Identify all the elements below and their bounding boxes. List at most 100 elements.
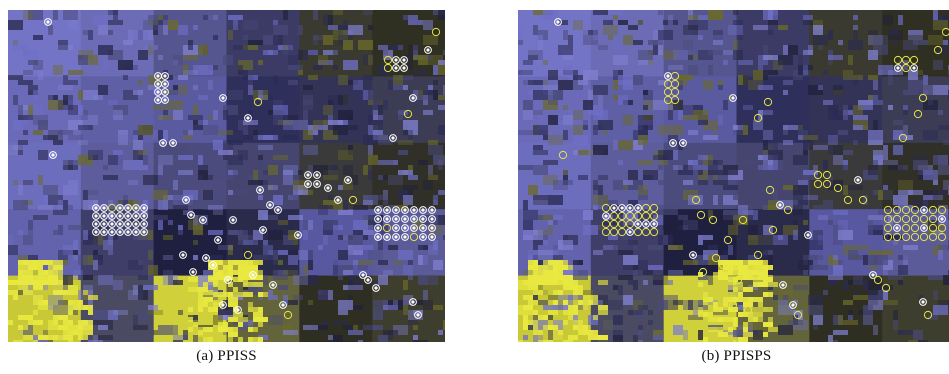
- point-marker: [763, 97, 773, 107]
- point-marker: [758, 270, 768, 280]
- point-marker: [626, 204, 634, 212]
- point-marker: [933, 45, 943, 55]
- point-marker: [854, 176, 862, 184]
- point-marker: [124, 212, 132, 220]
- point-marker: [224, 276, 232, 284]
- point-marker: [718, 260, 728, 270]
- point-marker: [419, 215, 427, 223]
- point-marker: [937, 205, 947, 215]
- point-marker: [313, 171, 321, 179]
- point-marker: [279, 301, 287, 309]
- point-marker: [209, 261, 217, 269]
- point-marker: [650, 220, 658, 228]
- point-marker: [602, 212, 610, 220]
- point-marker: [670, 79, 680, 89]
- point-marker: [617, 227, 627, 237]
- point-marker: [937, 232, 947, 242]
- point-marker: [601, 219, 611, 229]
- point-marker: [649, 211, 659, 221]
- point-marker: [294, 231, 302, 239]
- point-marker: [409, 298, 417, 306]
- point-marker: [920, 224, 928, 232]
- point-marker: [728, 300, 738, 310]
- point-marker: [244, 114, 252, 122]
- point-marker: [92, 220, 100, 228]
- point-marker: [610, 204, 618, 212]
- point-marker: [901, 55, 911, 65]
- point-marker: [679, 139, 687, 147]
- point-marker: [132, 204, 140, 212]
- point-marker: [941, 27, 949, 37]
- point-marker: [909, 55, 919, 65]
- point-marker: [617, 211, 627, 221]
- point-marker: [116, 212, 124, 220]
- point-marker: [641, 227, 651, 237]
- point-marker: [161, 80, 169, 88]
- point-marker: [918, 93, 928, 103]
- ppisps-point-map: [518, 10, 949, 342]
- point-marker: [765, 185, 775, 195]
- point-marker: [428, 215, 436, 223]
- point-marker: [124, 228, 132, 236]
- point-marker: [641, 203, 651, 213]
- point-marker: [140, 220, 148, 228]
- point-marker: [881, 283, 891, 293]
- point-marker: [649, 227, 659, 237]
- point-marker: [124, 204, 132, 212]
- point-marker: [169, 139, 177, 147]
- point-marker: [910, 214, 920, 224]
- point-marker: [913, 109, 923, 119]
- point-marker: [634, 220, 642, 228]
- point-marker: [822, 170, 832, 180]
- caption-ppisps: (b) PPISPS: [701, 348, 772, 364]
- point-marker: [609, 219, 619, 229]
- caption-ppiss: (a) PPISS: [196, 348, 257, 364]
- point-marker: [132, 228, 140, 236]
- point-marker: [392, 224, 400, 232]
- point-marker: [49, 151, 57, 159]
- point-marker: [733, 275, 743, 285]
- point-marker: [100, 228, 108, 236]
- point-marker: [669, 139, 677, 147]
- point-marker: [910, 205, 920, 215]
- point-marker: [609, 211, 619, 221]
- point-marker: [161, 96, 169, 104]
- point-marker: [670, 71, 680, 81]
- point-marker: [107, 203, 117, 213]
- point-marker: [348, 195, 358, 205]
- point-marker: [928, 214, 938, 224]
- point-marker: [374, 215, 382, 223]
- point-marker: [928, 205, 938, 215]
- point-marker: [410, 224, 418, 232]
- point-marker: [266, 201, 274, 209]
- point-marker: [243, 250, 253, 260]
- point-marker: [558, 150, 568, 160]
- point-marker: [383, 63, 393, 73]
- point-marker: [892, 232, 902, 242]
- point-marker: [140, 228, 148, 236]
- point-marker: [869, 271, 877, 279]
- point-marker: [409, 94, 417, 102]
- point-marker: [253, 97, 263, 107]
- point-marker: [124, 220, 132, 228]
- point-marker: [892, 214, 902, 224]
- point-marker: [414, 311, 422, 319]
- point-marker: [928, 223, 938, 233]
- point-marker: [189, 268, 197, 276]
- point-marker: [424, 46, 432, 54]
- point-marker: [898, 133, 908, 143]
- point-marker: [634, 204, 642, 212]
- point-marker: [256, 186, 264, 194]
- point-marker: [793, 310, 803, 320]
- point-marker: [642, 220, 650, 228]
- point-marker: [923, 310, 933, 320]
- point-marker: [304, 171, 312, 179]
- point-marker: [161, 88, 169, 96]
- point-marker: [729, 94, 737, 102]
- point-marker: [554, 18, 562, 26]
- point-marker: [214, 236, 222, 244]
- point-marker: [140, 212, 148, 220]
- point-marker: [383, 55, 393, 65]
- point-marker: [100, 212, 108, 220]
- point-marker: [108, 228, 116, 236]
